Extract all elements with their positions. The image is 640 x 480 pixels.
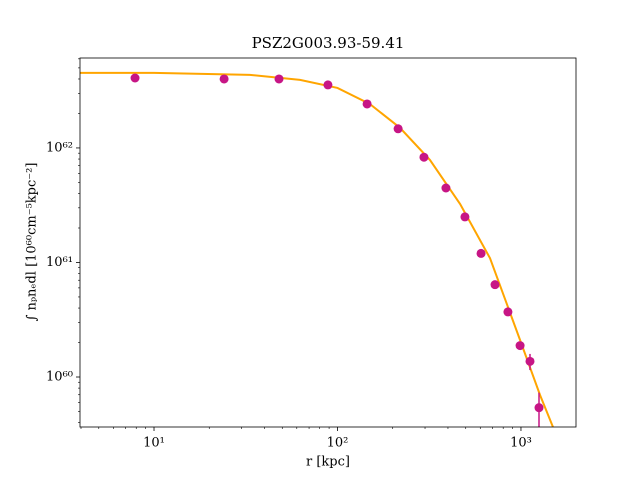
data-point (219, 74, 229, 84)
y-tick-label: 10⁶¹ (46, 255, 73, 270)
data-point (130, 73, 140, 83)
y-axis-label: ∫ nₚnₑdl [10⁶⁰cm⁻⁵kpc⁻²] (25, 163, 40, 322)
x-axis-label: r [kpc] (306, 455, 350, 470)
y-tick-label: 10⁶⁰ (46, 370, 73, 385)
x-tick-label: 10² (327, 436, 349, 451)
data-point (362, 99, 372, 109)
data-point (515, 341, 525, 351)
axes-frame (79, 57, 577, 428)
data-point (441, 183, 451, 193)
data-point (419, 152, 429, 162)
data-point (393, 124, 403, 134)
x-tick-label: 10³ (510, 436, 532, 451)
data-point (534, 403, 544, 413)
y-tick-label: 10⁶² (46, 140, 73, 155)
data-point (503, 307, 513, 317)
chart-title: PSZ2G003.93-59.41 (252, 34, 405, 52)
data-point (476, 248, 486, 258)
data-point (323, 80, 333, 90)
data-point (460, 212, 470, 222)
data-point (525, 356, 535, 366)
data-point (274, 74, 284, 84)
data-point (490, 280, 500, 290)
x-tick-label: 10¹ (143, 436, 165, 451)
plot-area (80, 71, 554, 427)
